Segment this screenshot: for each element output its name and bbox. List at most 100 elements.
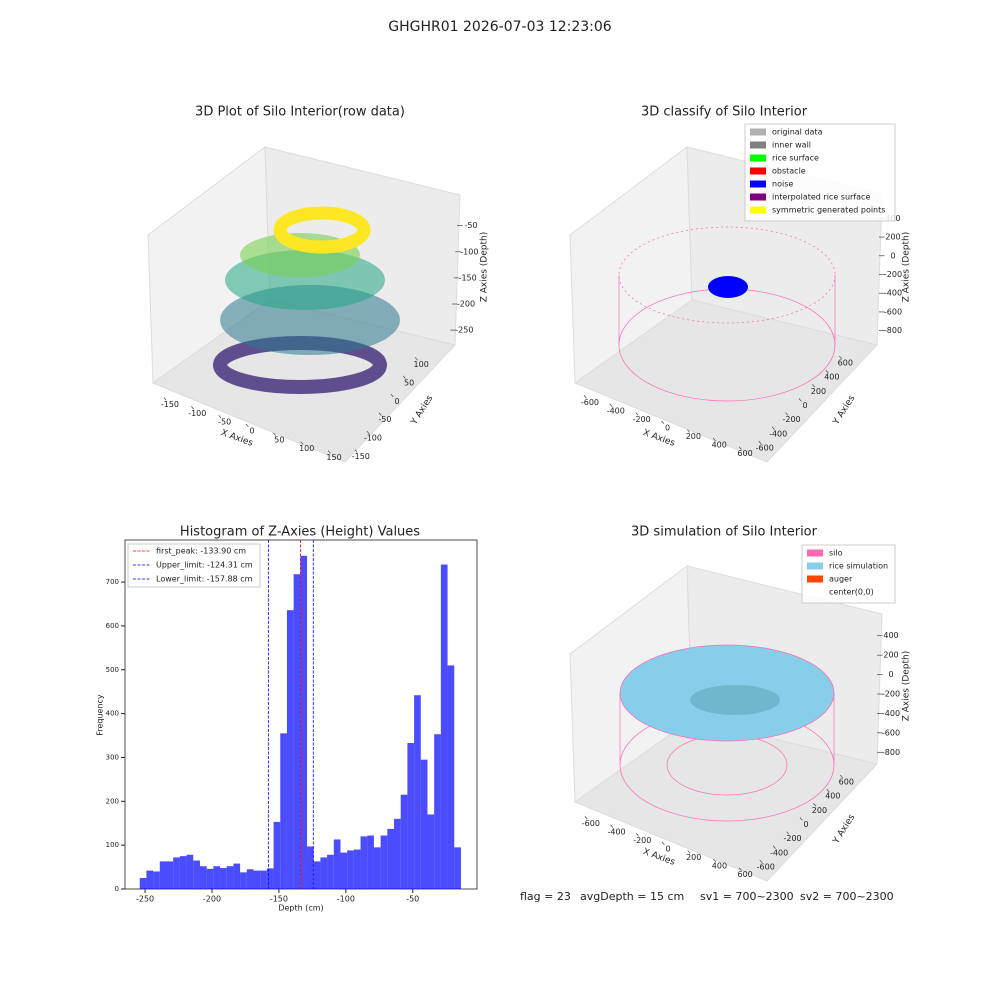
tick-mark <box>635 412 639 416</box>
bar <box>360 836 368 889</box>
bar <box>220 867 227 889</box>
bar <box>273 821 281 889</box>
y-axis-label: Y Axies <box>831 813 857 847</box>
z-axis-label: Z Axies (Depth) <box>480 232 490 303</box>
legend-swatch <box>807 562 823 570</box>
z-tick-label: -200 <box>457 300 475 309</box>
z-tick-label: -400 <box>884 289 902 298</box>
y-tick-label: 100 <box>414 360 429 369</box>
bar <box>400 794 408 889</box>
panel-title: 3D Plot of Silo Interior(row data) <box>195 105 405 120</box>
legend-box <box>127 543 261 588</box>
tick-mark <box>798 398 802 402</box>
legend-label: noise <box>772 180 793 189</box>
x-axis-label: X Axies <box>641 428 676 449</box>
legend-label: Lower_limit: -157.88 cm <box>156 575 253 584</box>
bar <box>347 850 354 889</box>
bar <box>454 847 461 889</box>
tick-mark <box>825 369 829 374</box>
y-tick-label: -400 <box>770 848 788 857</box>
bar <box>394 818 401 889</box>
legend-label: auger <box>829 575 853 584</box>
bar <box>166 861 174 889</box>
tick-mark <box>163 397 167 401</box>
panel-title: 3D classify of Silo Interior <box>641 105 808 120</box>
tick-mark <box>366 430 370 435</box>
silo-wireframe <box>618 226 836 822</box>
tick-mark <box>245 423 249 428</box>
tick-mark <box>610 824 614 828</box>
y-tick-label: 500 <box>106 666 119 674</box>
tick-mark <box>300 441 304 445</box>
legend-box <box>744 123 896 222</box>
legend-label: inner wall <box>772 141 811 150</box>
bar <box>159 861 167 889</box>
x-tick-label: 150 <box>326 453 341 462</box>
z-axis-label: Z Axies (Depth) <box>902 232 912 303</box>
tick-mark <box>390 394 394 398</box>
z-tick-label: 200 <box>883 651 898 660</box>
tick-mark <box>687 429 691 433</box>
tick-mark <box>712 437 716 442</box>
legend-label: rice surface <box>772 154 819 163</box>
x-axis-label: X Axies <box>641 847 676 868</box>
tick-mark <box>414 357 418 361</box>
y-tick-label: -50 <box>378 415 391 424</box>
z-tick-label: -100 <box>460 247 478 256</box>
tick-mark <box>636 833 639 837</box>
bar <box>213 866 221 889</box>
z-tick-label: 200 <box>885 233 900 242</box>
x-tick-label: -400 <box>607 827 625 836</box>
y-tick-label: 0 <box>803 820 808 829</box>
tick-mark <box>191 406 194 410</box>
x-tick-label: 0 <box>249 427 254 436</box>
y-tick-label: -200 <box>782 415 800 424</box>
x-tick-label: -150 <box>161 400 179 409</box>
bar <box>313 861 321 889</box>
tick-mark <box>402 375 406 379</box>
x-axis-label: Depth (cm) <box>278 904 323 913</box>
tick-mark <box>813 803 817 807</box>
bar <box>246 869 254 889</box>
bar <box>146 870 154 889</box>
y-tick-label: 100 <box>106 841 119 849</box>
z-tick-label: -800 <box>882 748 900 757</box>
legend-label: center(0,0) <box>829 588 874 597</box>
annotation: sv1 = 700~2300 <box>700 890 794 903</box>
z-tick-label: 400 <box>883 631 898 640</box>
y-tick-label: 0 <box>115 885 119 893</box>
bar <box>266 868 274 889</box>
legend-label: rice simulation <box>829 562 888 571</box>
y-tick-label: -150 <box>352 452 370 461</box>
x-tick-label: 200 <box>686 432 701 441</box>
bar <box>380 835 388 889</box>
y-tick-label: 0 <box>802 401 807 410</box>
y-tick-label: -600 <box>756 443 774 452</box>
legend-swatch <box>807 575 823 583</box>
x-tick-label: 100 <box>299 444 314 453</box>
bar <box>327 854 334 889</box>
bar <box>320 857 328 889</box>
bar <box>434 734 441 889</box>
legend-label: original data <box>772 128 823 137</box>
y-tick-label: -400 <box>769 429 787 438</box>
x-tick-label: -600 <box>582 819 600 828</box>
x-tick-label: -50 <box>218 418 231 427</box>
bar <box>226 866 234 889</box>
tick-mark <box>609 403 613 407</box>
z-tick-label: 0 <box>888 670 893 679</box>
bar <box>153 871 160 889</box>
z-tick-label: -800 <box>884 326 902 335</box>
panel-title: Histogram of Z-Axies (Height) Values <box>180 525 420 540</box>
bar <box>206 868 214 889</box>
y-tick-label: 700 <box>106 578 119 586</box>
tick-mark <box>839 355 842 360</box>
x-tick-label: -600 <box>581 398 599 407</box>
bar <box>253 870 261 889</box>
legend-label: obstacle <box>772 167 806 176</box>
legend-label: interpolated rice surface <box>772 193 870 202</box>
y-axis-label: Frequency <box>96 694 105 736</box>
y-tick-label: 600 <box>839 778 854 787</box>
x-tick-label: -250 <box>136 895 154 904</box>
tick-mark <box>759 859 763 863</box>
